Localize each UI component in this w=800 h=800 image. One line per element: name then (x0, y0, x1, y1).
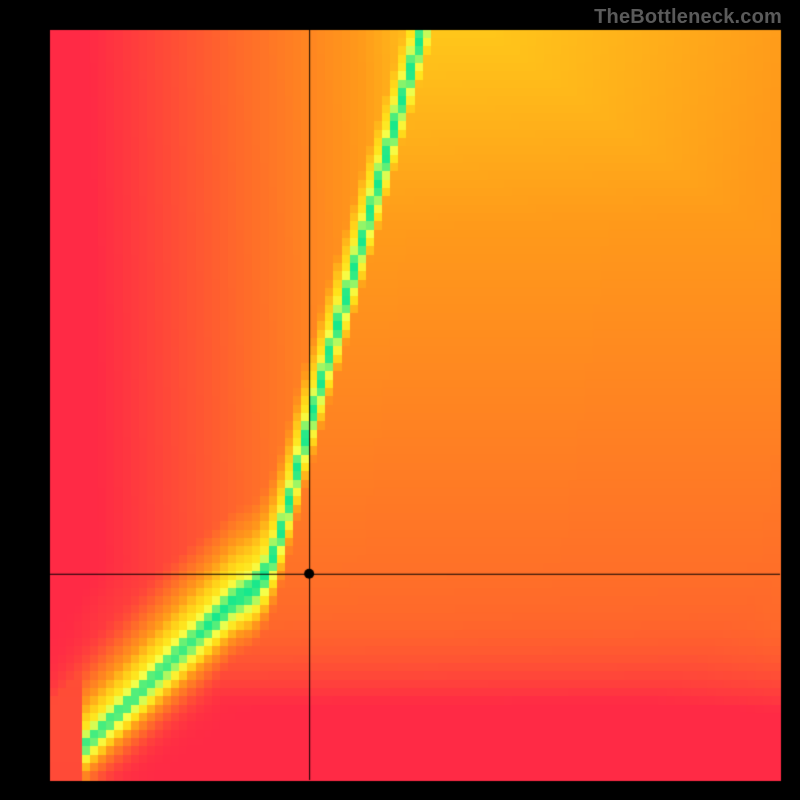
bottleneck-heatmap (0, 0, 800, 800)
chart-container: TheBottleneck.com (0, 0, 800, 800)
watermark-text: TheBottleneck.com (594, 6, 782, 29)
